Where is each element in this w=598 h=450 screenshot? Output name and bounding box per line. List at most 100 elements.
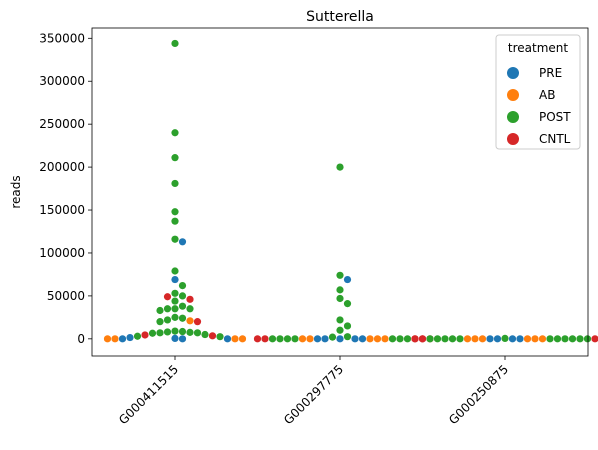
point-post [171, 39, 179, 48]
point-post [171, 179, 179, 188]
point-pre [493, 335, 502, 343]
point-post [171, 235, 179, 243]
point-post [448, 335, 457, 343]
point-cntl [411, 335, 419, 343]
point-pre [358, 335, 367, 343]
point-post [163, 305, 172, 313]
point-post [133, 332, 142, 340]
point-post [336, 286, 344, 294]
point-cntl [193, 318, 202, 326]
legend-label-cntl: CNTL [539, 132, 571, 146]
legend-marker-ab [507, 89, 519, 101]
point-post [178, 314, 187, 322]
y-axis-label: reads [9, 175, 23, 208]
point-post [186, 328, 194, 336]
point-post [171, 267, 179, 275]
point-post [426, 335, 434, 343]
point-post [336, 163, 344, 171]
legend-label-post: POST [539, 110, 571, 124]
point-post [216, 333, 224, 341]
point-cntl [208, 332, 217, 340]
point-post [171, 217, 179, 225]
point-cntl [261, 335, 269, 343]
y-axis: 0 50000 100000 150000 200000 250000 300000 3500… [39, 31, 92, 346]
legend: treatment PRE AB POST CNTL [495, 34, 581, 150]
point-pre [336, 335, 344, 343]
y-tick-label: 50000 [47, 289, 85, 303]
point-cntl [141, 331, 149, 339]
point-post [156, 318, 164, 326]
point-post [433, 335, 442, 343]
point-ab [523, 335, 532, 343]
point-ab [231, 335, 239, 343]
x-axis: G000411515 G000297775 G000250875 [116, 356, 511, 427]
point-post [186, 305, 194, 313]
point-post [171, 208, 179, 216]
y-tick-label: 300000 [39, 74, 85, 88]
data-points [103, 39, 598, 343]
point-post [576, 335, 584, 343]
point-cntl [253, 335, 262, 343]
point-post [163, 316, 172, 324]
y-tick-label: 200000 [39, 160, 85, 174]
point-pre [486, 335, 494, 343]
y-tick-label: 350000 [39, 31, 85, 45]
point-ab [366, 335, 374, 343]
point-cntl [163, 293, 172, 301]
point-ab [103, 335, 112, 343]
point-post [171, 289, 179, 297]
point-post [148, 329, 157, 337]
x-tick-label: G000411515 [116, 362, 181, 427]
point-post [553, 335, 562, 343]
point-post [456, 335, 464, 343]
point-ab [111, 335, 119, 343]
x-tick-label: G000297775 [281, 362, 346, 427]
point-pre [313, 335, 322, 343]
point-pre [351, 335, 359, 343]
y-tick-label: 0 [77, 332, 85, 346]
point-post [268, 335, 277, 343]
point-post [561, 335, 569, 343]
point-post [156, 329, 164, 337]
point-ab [531, 335, 539, 343]
point-post [178, 327, 187, 336]
point-pre [178, 238, 187, 246]
point-pre [171, 275, 179, 284]
point-post [171, 305, 179, 313]
point-post [568, 335, 577, 343]
point-cntl [418, 335, 427, 343]
point-post [501, 334, 509, 342]
point-post [396, 335, 404, 343]
legend-marker-pre [507, 67, 519, 79]
point-post [171, 297, 179, 305]
point-cntl [186, 295, 194, 303]
point-post [583, 335, 592, 343]
point-post [441, 335, 449, 343]
point-pre [516, 335, 524, 343]
y-tick-label: 150000 [39, 203, 85, 217]
point-ab [186, 317, 194, 325]
point-post [178, 281, 187, 290]
point-ab [538, 335, 547, 343]
point-ab [306, 335, 314, 343]
point-ab [471, 335, 479, 343]
x-tick-label: G000250875 [446, 362, 511, 427]
point-pre [223, 335, 232, 343]
point-post [343, 300, 352, 308]
point-ab [298, 335, 307, 343]
point-pre [178, 335, 187, 343]
point-post [388, 335, 397, 343]
point-post [336, 316, 344, 324]
point-post [201, 330, 209, 339]
y-tick-label: 100000 [39, 246, 85, 260]
point-post [178, 292, 187, 300]
point-post [403, 335, 412, 343]
legend-title: treatment [508, 41, 568, 55]
point-post [178, 302, 187, 310]
point-post [171, 129, 179, 137]
point-post [171, 154, 179, 162]
point-post [291, 335, 299, 343]
point-ab [381, 335, 389, 343]
point-ab [463, 335, 472, 343]
